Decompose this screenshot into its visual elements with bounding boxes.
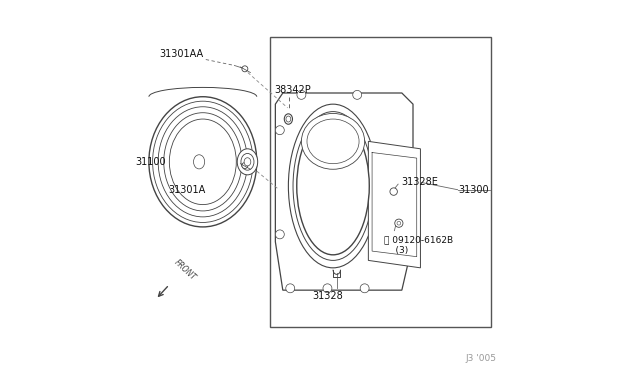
Circle shape bbox=[242, 163, 248, 169]
Ellipse shape bbox=[297, 117, 369, 255]
Circle shape bbox=[286, 284, 294, 293]
Ellipse shape bbox=[301, 113, 365, 169]
Ellipse shape bbox=[149, 97, 257, 227]
Text: FRONT: FRONT bbox=[172, 258, 197, 282]
Circle shape bbox=[242, 66, 248, 72]
Text: 31100: 31100 bbox=[135, 157, 166, 167]
Circle shape bbox=[275, 126, 284, 135]
Circle shape bbox=[397, 221, 401, 225]
Text: J3 '005: J3 '005 bbox=[466, 354, 497, 363]
Circle shape bbox=[360, 284, 369, 293]
Text: 31328: 31328 bbox=[312, 291, 343, 301]
Ellipse shape bbox=[244, 158, 251, 166]
Circle shape bbox=[297, 90, 306, 99]
Circle shape bbox=[323, 284, 332, 293]
Circle shape bbox=[390, 188, 397, 195]
Circle shape bbox=[395, 219, 403, 227]
Ellipse shape bbox=[158, 107, 248, 217]
Circle shape bbox=[353, 90, 362, 99]
Ellipse shape bbox=[164, 113, 242, 211]
Text: 31301AA: 31301AA bbox=[160, 49, 204, 59]
Ellipse shape bbox=[193, 155, 205, 169]
Ellipse shape bbox=[237, 149, 258, 175]
Text: 38342P: 38342P bbox=[274, 86, 310, 95]
Bar bbox=[270, 37, 491, 327]
Text: 31300: 31300 bbox=[458, 185, 489, 195]
Ellipse shape bbox=[170, 119, 236, 205]
Ellipse shape bbox=[152, 101, 253, 222]
Ellipse shape bbox=[241, 154, 254, 170]
Ellipse shape bbox=[286, 116, 291, 122]
Text: 31328E: 31328E bbox=[401, 177, 438, 186]
Ellipse shape bbox=[307, 119, 359, 164]
Ellipse shape bbox=[284, 114, 292, 124]
Polygon shape bbox=[275, 93, 413, 290]
Ellipse shape bbox=[188, 148, 211, 176]
Text: 31301A: 31301A bbox=[168, 186, 205, 195]
Text: Ⓑ 09120-6162B
    (3): Ⓑ 09120-6162B (3) bbox=[384, 235, 453, 255]
Polygon shape bbox=[369, 141, 420, 268]
Circle shape bbox=[275, 230, 284, 239]
